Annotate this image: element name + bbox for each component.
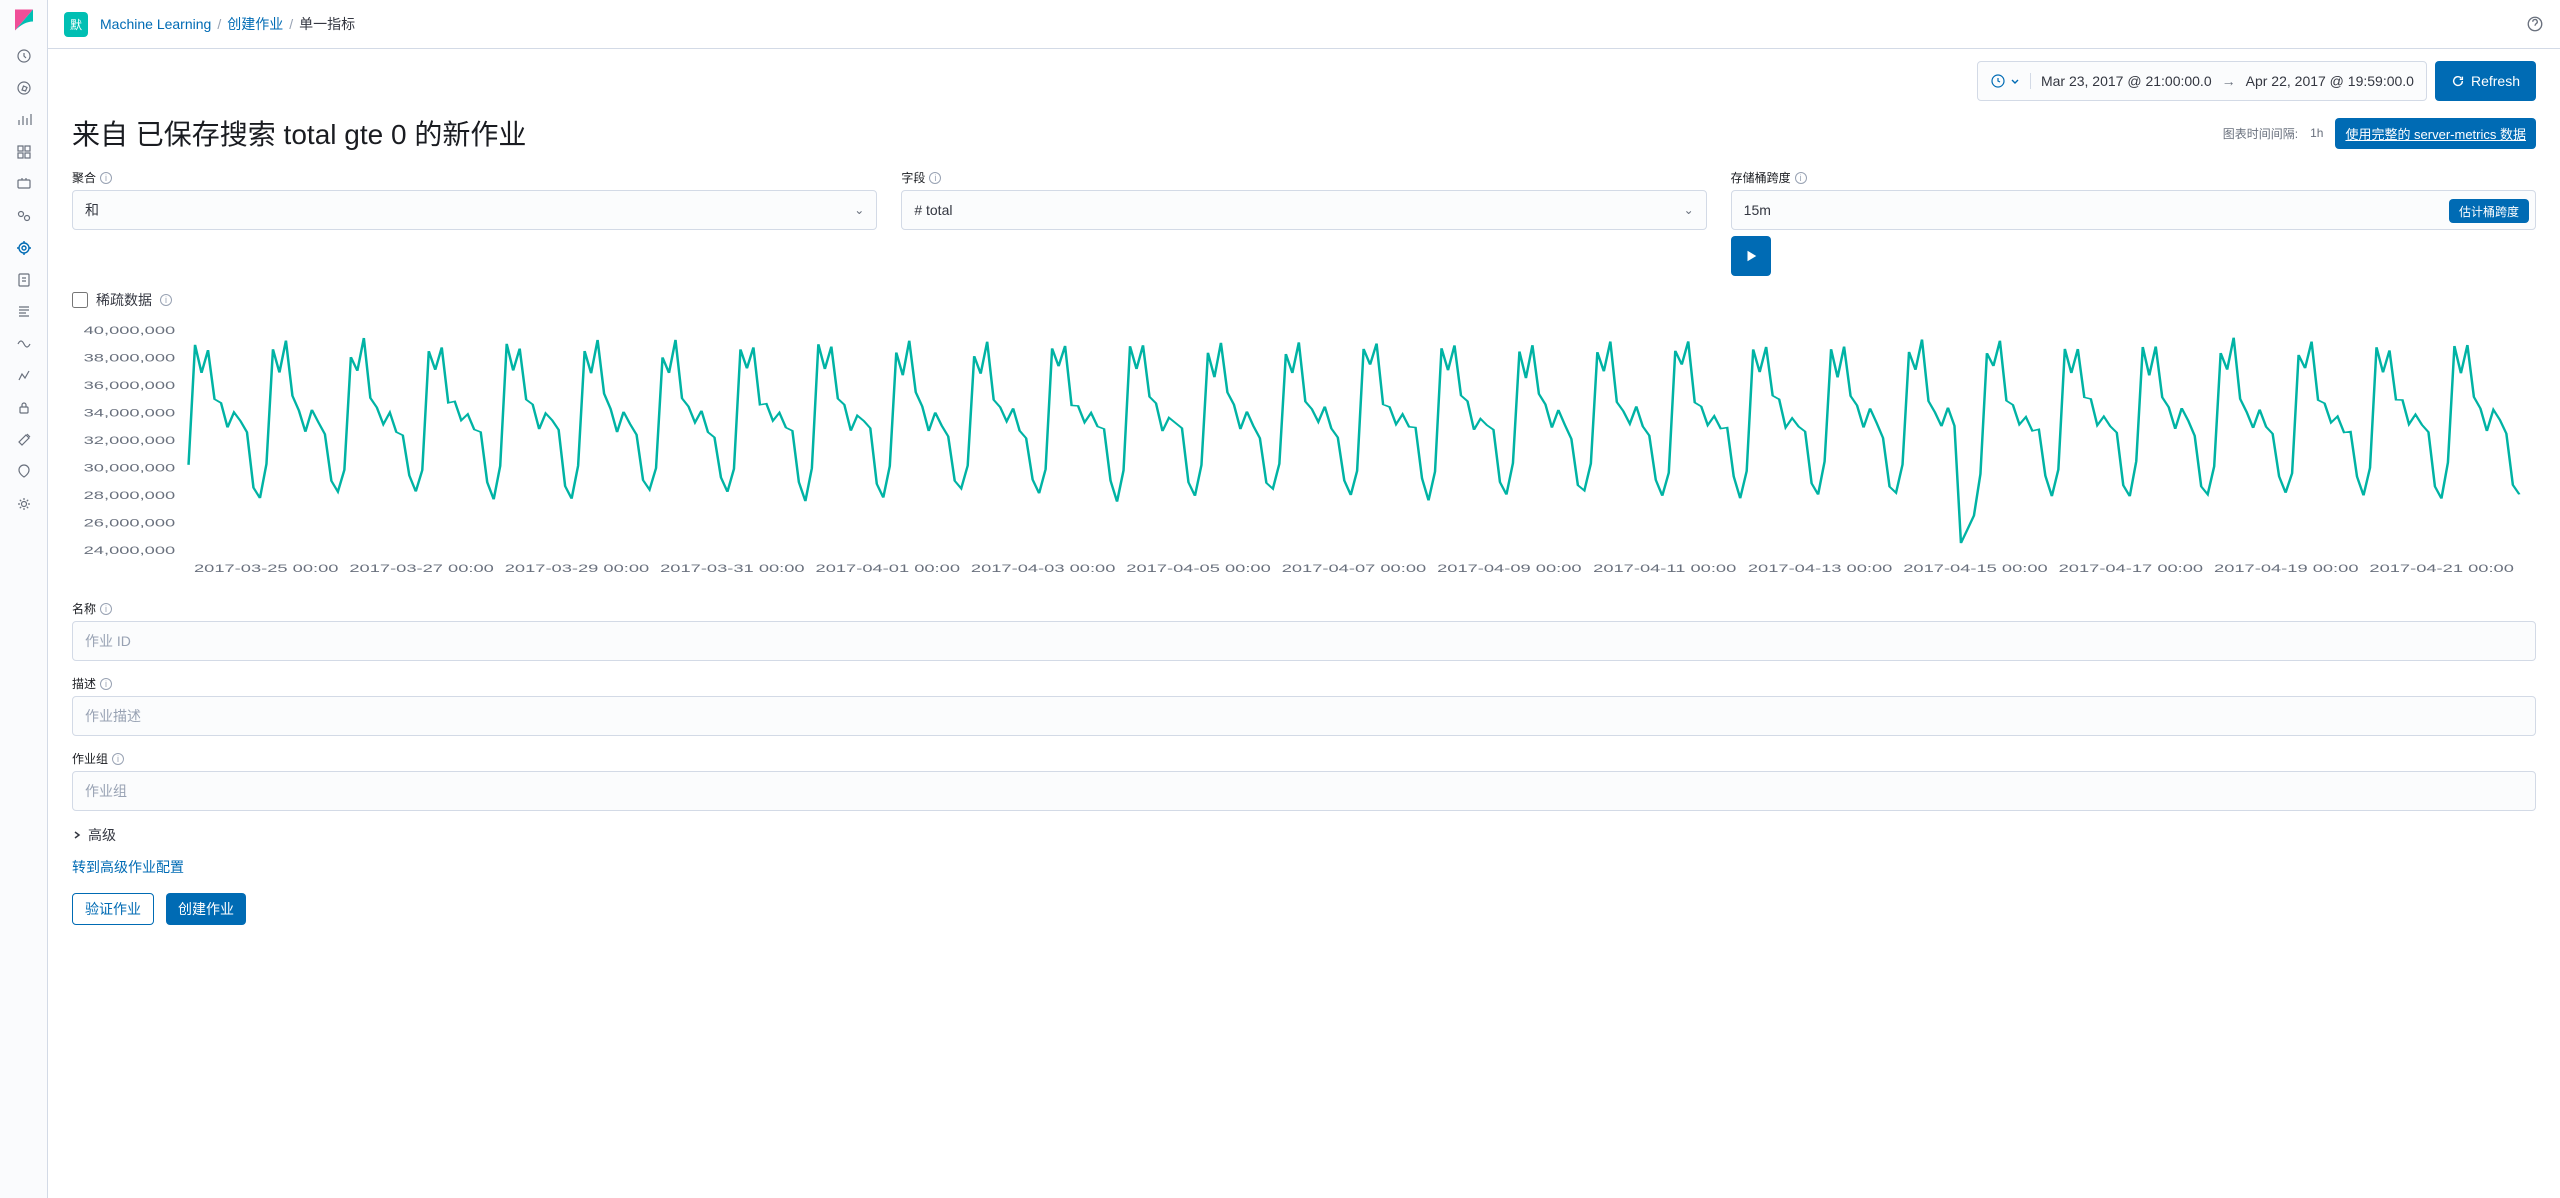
breadcrumb-create-job[interactable]: 创建作业 bbox=[227, 14, 283, 34]
chart-interval-label: 图表时间间隔: bbox=[2223, 125, 2298, 142]
svg-text:40,000,000: 40,000,000 bbox=[84, 325, 176, 337]
nav-infrastructure-icon[interactable] bbox=[16, 272, 32, 288]
top-bar: 默 Machine Learning / 创建作业 / 单一指标 bbox=[48, 0, 2560, 49]
nav-apm-icon[interactable] bbox=[16, 336, 32, 352]
side-navigation bbox=[0, 0, 48, 1198]
time-range-picker[interactable]: Mar 23, 2017 @ 21:00:00.0 → Apr 22, 2017… bbox=[1977, 61, 2427, 101]
svg-text:2017-04-15 00:00: 2017-04-15 00:00 bbox=[1903, 563, 2047, 575]
job-group-label: 作业组i bbox=[72, 750, 2536, 767]
advanced-accordion[interactable]: 高级 bbox=[72, 825, 2536, 845]
nav-visualize-icon[interactable] bbox=[16, 112, 32, 128]
svg-text:2017-03-25 00:00: 2017-03-25 00:00 bbox=[194, 563, 338, 575]
nav-discover-icon[interactable] bbox=[16, 80, 32, 96]
validate-job-button[interactable]: 验证作业 bbox=[72, 893, 154, 925]
kibana-logo[interactable] bbox=[12, 8, 36, 32]
create-job-button[interactable]: 创建作业 bbox=[166, 893, 246, 925]
field-label: 字段i bbox=[901, 169, 1706, 186]
job-name-input[interactable] bbox=[72, 621, 2536, 661]
advanced-config-link[interactable]: 转到高级作业配置 bbox=[72, 857, 184, 877]
job-description-input[interactable] bbox=[72, 696, 2536, 736]
breadcrumb: Machine Learning / 创建作业 / 单一指标 bbox=[100, 14, 355, 34]
aggregation-label: 聚合i bbox=[72, 169, 877, 186]
nav-dashboard-icon[interactable] bbox=[16, 144, 32, 160]
nav-maps-icon[interactable] bbox=[16, 208, 32, 224]
svg-text:24,000,000: 24,000,000 bbox=[84, 545, 176, 557]
svg-text:2017-04-03 00:00: 2017-04-03 00:00 bbox=[971, 563, 1115, 575]
time-series-chart: 40,000,000 38,000,000 36,000,000 34,000,000… bbox=[72, 320, 2536, 580]
nav-logs-icon[interactable] bbox=[16, 304, 32, 320]
svg-text:36,000,000: 36,000,000 bbox=[84, 380, 176, 392]
sparse-data-label: 稀疏数据 bbox=[96, 290, 152, 310]
arrow-right-icon: → bbox=[2222, 73, 2236, 89]
estimate-bucket-button[interactable]: 估计桶跨度 bbox=[2449, 199, 2529, 223]
svg-text:2017-04-17 00:00: 2017-04-17 00:00 bbox=[2059, 563, 2203, 575]
breadcrumb-current: 单一指标 bbox=[299, 14, 355, 34]
svg-text:28,000,000: 28,000,000 bbox=[84, 490, 176, 502]
bucket-span-label: 存储桶跨度i bbox=[1731, 169, 2536, 186]
field-select[interactable]: # total⌄ bbox=[901, 190, 1706, 230]
job-name-label: 名称i bbox=[72, 600, 2536, 617]
time-from: Mar 23, 2017 @ 21:00:00.0 bbox=[2041, 73, 2212, 89]
svg-text:2017-03-31 00:00: 2017-03-31 00:00 bbox=[660, 563, 804, 575]
breadcrumb-ml[interactable]: Machine Learning bbox=[100, 16, 211, 32]
svg-text:2017-04-11 00:00: 2017-04-11 00:00 bbox=[1593, 563, 1736, 575]
nav-canvas-icon[interactable] bbox=[16, 176, 32, 192]
svg-text:2017-04-01 00:00: 2017-04-01 00:00 bbox=[816, 563, 960, 575]
svg-text:2017-04-13 00:00: 2017-04-13 00:00 bbox=[1748, 563, 1892, 575]
refresh-button[interactable]: Refresh bbox=[2435, 61, 2536, 101]
job-group-input[interactable] bbox=[72, 771, 2536, 811]
bucket-span-input[interactable]: 15m 估计桶跨度 bbox=[1731, 190, 2536, 230]
nav-ml-icon[interactable] bbox=[16, 240, 32, 256]
nav-uptime-icon[interactable] bbox=[16, 368, 32, 384]
nav-siem-icon[interactable] bbox=[16, 400, 32, 416]
help-icon[interactable] bbox=[2526, 15, 2544, 33]
sparse-data-checkbox[interactable] bbox=[72, 292, 88, 308]
nav-recently-viewed-icon[interactable] bbox=[16, 48, 32, 64]
svg-text:26,000,000: 26,000,000 bbox=[84, 517, 176, 529]
svg-text:2017-04-05 00:00: 2017-04-05 00:00 bbox=[1126, 563, 1270, 575]
svg-text:38,000,000: 38,000,000 bbox=[84, 352, 176, 364]
time-to: Apr 22, 2017 @ 19:59:00.0 bbox=[2246, 73, 2414, 89]
svg-text:30,000,000: 30,000,000 bbox=[84, 462, 176, 474]
nav-toggle-button[interactable]: 默 bbox=[64, 12, 88, 37]
chart-interval-value: 1h bbox=[2310, 126, 2323, 140]
svg-text:32,000,000: 32,000,000 bbox=[84, 435, 176, 447]
svg-text:34,000,000: 34,000,000 bbox=[84, 407, 176, 419]
calendar-icon bbox=[1990, 73, 2031, 89]
svg-text:2017-04-19 00:00: 2017-04-19 00:00 bbox=[2214, 563, 2358, 575]
page-title: 来自 已保存搜索 total gte 0 的新作业 bbox=[72, 113, 526, 153]
use-full-data-button[interactable]: 使用完整的 server-metrics 数据 bbox=[2335, 118, 2536, 149]
nav-monitoring-icon[interactable] bbox=[16, 464, 32, 480]
job-description-label: 描述i bbox=[72, 675, 2536, 692]
aggregation-select[interactable]: 和⌄ bbox=[72, 190, 877, 230]
svg-text:2017-04-21 00:00: 2017-04-21 00:00 bbox=[2369, 563, 2513, 575]
svg-text:2017-03-29 00:00: 2017-03-29 00:00 bbox=[505, 563, 649, 575]
svg-text:2017-04-07 00:00: 2017-04-07 00:00 bbox=[1282, 563, 1426, 575]
svg-text:2017-03-27 00:00: 2017-03-27 00:00 bbox=[349, 563, 493, 575]
nav-dev-tools-icon[interactable] bbox=[16, 432, 32, 448]
nav-management-icon[interactable] bbox=[16, 496, 32, 512]
play-button[interactable] bbox=[1731, 236, 1771, 276]
svg-text:2017-04-09 00:00: 2017-04-09 00:00 bbox=[1437, 563, 1581, 575]
